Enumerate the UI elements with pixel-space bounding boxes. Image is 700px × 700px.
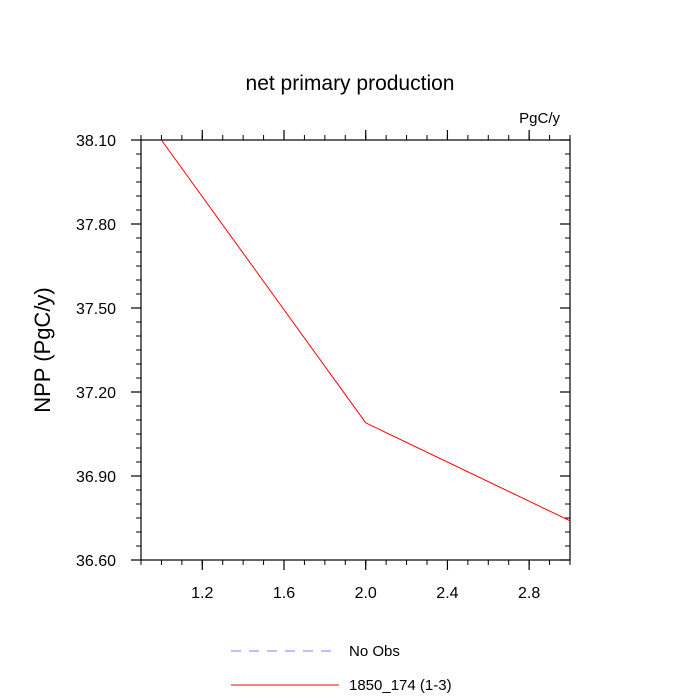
chart-title: net primary production (246, 72, 455, 95)
y-tick-label: 37.80 (76, 217, 116, 234)
y-tick-label: 36.60 (76, 553, 116, 570)
x-tick-label: 1.6 (273, 585, 295, 602)
y-tick-label: 38.10 (76, 133, 116, 150)
series-layer (160, 139, 571, 522)
plot-frame (140, 139, 571, 561)
x-tick-label: 1.2 (191, 585, 213, 602)
y-tick-label: 36.90 (76, 469, 116, 486)
tick-labels: 36.60 36.90 37.20 37.50 37.80 38.10 1.2 1.6 2.0 2… (76, 133, 540, 602)
units-label: PgC/y (519, 110, 560, 127)
y-tick-label: 37.50 (76, 301, 116, 318)
x-tick-label: 2.0 (355, 585, 377, 602)
legend-label: 1850_174 (1-3) (349, 677, 452, 694)
series-line (160, 139, 571, 522)
major-tick-marks (131, 130, 570, 570)
legend: No Obs 1850_174 (1-3) (231, 643, 452, 694)
x-tick-label: 2.4 (436, 585, 458, 602)
legend-label: No Obs (349, 643, 400, 660)
minor-tick-marks (136, 135, 571, 565)
y-tick-label: 37.20 (76, 385, 116, 402)
x-tick-label: 2.8 (518, 585, 540, 602)
y-axis-label: NPP (PgC/y) (30, 287, 55, 413)
